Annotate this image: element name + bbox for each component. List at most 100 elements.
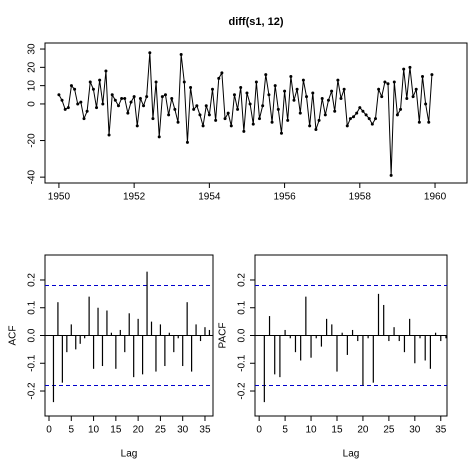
x-tick-label: 20 <box>357 425 369 436</box>
x-axis-label: Lag <box>343 449 360 460</box>
point <box>314 128 318 132</box>
y-tick-label: -40 <box>27 169 38 184</box>
point <box>267 93 271 97</box>
x-axis-label: Lag <box>121 449 138 460</box>
point <box>120 96 124 100</box>
point <box>229 124 233 128</box>
point <box>104 69 108 73</box>
point <box>85 109 89 113</box>
y-tick-label: 20 <box>27 61 38 73</box>
plot-frame <box>44 42 468 184</box>
point <box>358 106 362 110</box>
x-tick-label: 15 <box>331 425 343 436</box>
point <box>198 113 202 117</box>
point <box>405 96 409 100</box>
point <box>223 117 227 121</box>
x-tick-label: 1950 <box>48 192 71 203</box>
point <box>185 140 189 144</box>
x-tick-label: 5 <box>282 425 288 436</box>
point <box>195 104 199 108</box>
point <box>138 96 142 100</box>
y-tick-label: 0.2 <box>237 273 248 287</box>
point <box>383 80 387 84</box>
point <box>239 85 243 89</box>
point <box>101 102 105 106</box>
point <box>424 102 428 106</box>
point <box>251 122 255 126</box>
point <box>305 95 309 99</box>
point <box>135 124 139 128</box>
point <box>60 98 64 102</box>
y-tick-label: 30 <box>27 43 38 55</box>
point <box>336 78 340 82</box>
point <box>257 117 261 121</box>
y-tick-label: -0.2 <box>237 382 248 400</box>
point <box>73 87 77 91</box>
point <box>236 107 240 111</box>
point <box>283 89 287 93</box>
x-tick-label: 1956 <box>273 192 296 203</box>
point <box>176 120 180 124</box>
x-tick-label: 30 <box>177 425 189 436</box>
point <box>232 93 236 97</box>
point <box>427 120 431 124</box>
point <box>399 107 403 111</box>
point <box>248 102 252 106</box>
point <box>330 89 334 93</box>
point <box>201 124 205 128</box>
point <box>132 95 136 99</box>
point <box>217 76 221 80</box>
point <box>402 67 406 71</box>
point <box>148 51 152 55</box>
point <box>261 104 265 108</box>
point <box>298 111 302 115</box>
point <box>345 124 349 128</box>
point <box>182 80 186 84</box>
x-tick-label: 35 <box>199 425 211 436</box>
point <box>126 111 130 115</box>
x-tick-label: 0 <box>46 425 52 436</box>
y-tick-label: 0.0 <box>27 328 38 342</box>
x-tick-label: 1952 <box>123 192 146 203</box>
point <box>179 53 183 57</box>
point <box>279 131 283 135</box>
point <box>273 84 277 88</box>
y-tick-label: 10 <box>27 80 38 92</box>
point <box>317 118 321 122</box>
point <box>189 85 193 89</box>
point <box>380 95 384 99</box>
point <box>63 107 67 111</box>
point <box>301 78 305 82</box>
point <box>154 80 158 84</box>
x-tick-label: 30 <box>409 425 421 436</box>
point <box>82 117 86 121</box>
chart-title: diff(s1, 12) <box>228 16 283 28</box>
point <box>364 113 368 117</box>
point <box>411 95 415 99</box>
point <box>88 80 92 84</box>
point <box>414 87 418 91</box>
point <box>142 104 146 108</box>
point <box>145 95 149 99</box>
x-tick-label: 1958 <box>349 192 372 203</box>
point <box>167 113 171 117</box>
x-tick-label: 5 <box>69 425 75 436</box>
x-tick-label: 35 <box>435 425 447 436</box>
x-tick-label: 20 <box>133 425 145 436</box>
y-tick-label: -0.1 <box>27 354 38 372</box>
point <box>91 87 95 91</box>
y-axis-label: PACF <box>218 323 229 349</box>
point <box>286 118 290 122</box>
point <box>276 107 280 111</box>
point <box>320 96 324 100</box>
y-tick-label: 0 <box>27 101 38 107</box>
point <box>361 109 365 113</box>
y-tick-label: 0.0 <box>237 328 248 342</box>
point <box>377 87 381 91</box>
point <box>207 113 211 117</box>
point <box>386 82 390 86</box>
point <box>226 111 230 115</box>
point <box>204 104 208 108</box>
point <box>389 173 393 177</box>
x-tick-label: 1954 <box>198 192 221 203</box>
